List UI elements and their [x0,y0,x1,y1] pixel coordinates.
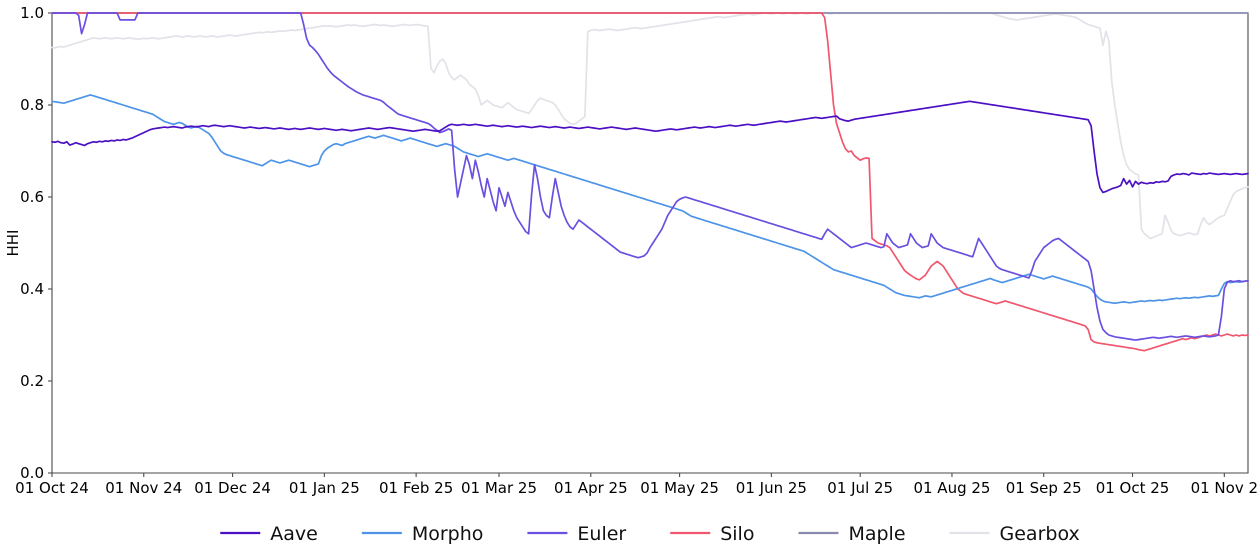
x-tick-label: 01 Jan 25 [289,479,360,497]
axes-spines [51,12,1249,474]
x-tick-label: 01 Oct 25 [1096,479,1170,497]
x-tick-label: 01 Nov 24 [105,479,182,497]
y-axis: 0.0 0.2 0.4 0.6 0.8 1.0 [20,4,52,482]
y-tick-label: 1.0 [20,4,44,22]
x-tick-label: 01 Jun 25 [736,479,807,497]
legend-label-silo[interactable]: Silo [720,523,754,545]
chart-legend: Aave Morpho Euler Silo Maple Gearbox [220,523,1080,545]
series-line-morpho [51,94,1249,305]
legend-label-maple[interactable]: Maple [848,523,905,545]
legend-label-aave[interactable]: Aave [270,523,318,545]
x-tick-label: 01 Jul 25 [827,479,893,497]
y-tick-label: 0.2 [20,372,44,390]
series-line-gearbox [51,12,1249,240]
y-tick-label: 0.8 [20,96,44,114]
series-line-aave [51,100,1249,194]
y-tick-label: 0.6 [20,188,44,206]
x-tick-label: 01 May 25 [640,479,719,497]
x-axis: 01 Oct 24 01 Nov 24 01 Dec 24 01 Jan 25 01 F… [15,473,1258,497]
x-tick-label: 01 Aug 25 [913,479,990,497]
series-line-silo [51,12,1249,352]
y-tick-label: 0.0 [20,464,44,482]
legend-label-morpho[interactable]: Morpho [412,523,484,545]
series-line-euler [51,12,1249,341]
legend-label-euler[interactable]: Euler [577,523,626,545]
x-tick-label: 01 Mar 25 [461,479,537,497]
y-axis-label: HHI [4,230,22,257]
y-tick-label: 0.4 [20,280,44,298]
x-tick-label: 01 Oct 24 [15,479,89,497]
series-lines [51,12,1249,352]
x-tick-label: 01 Nov 2 [1191,479,1258,497]
legend-label-gearbox[interactable]: Gearbox [1000,523,1080,545]
x-tick-label: 01 Dec 24 [194,479,271,497]
x-tick-label: 01 Feb 25 [379,479,453,497]
y-axis-title: HHI [4,230,22,257]
x-tick-label: 01 Sep 25 [1006,479,1082,497]
x-tick-label: 01 Apr 25 [554,479,628,497]
